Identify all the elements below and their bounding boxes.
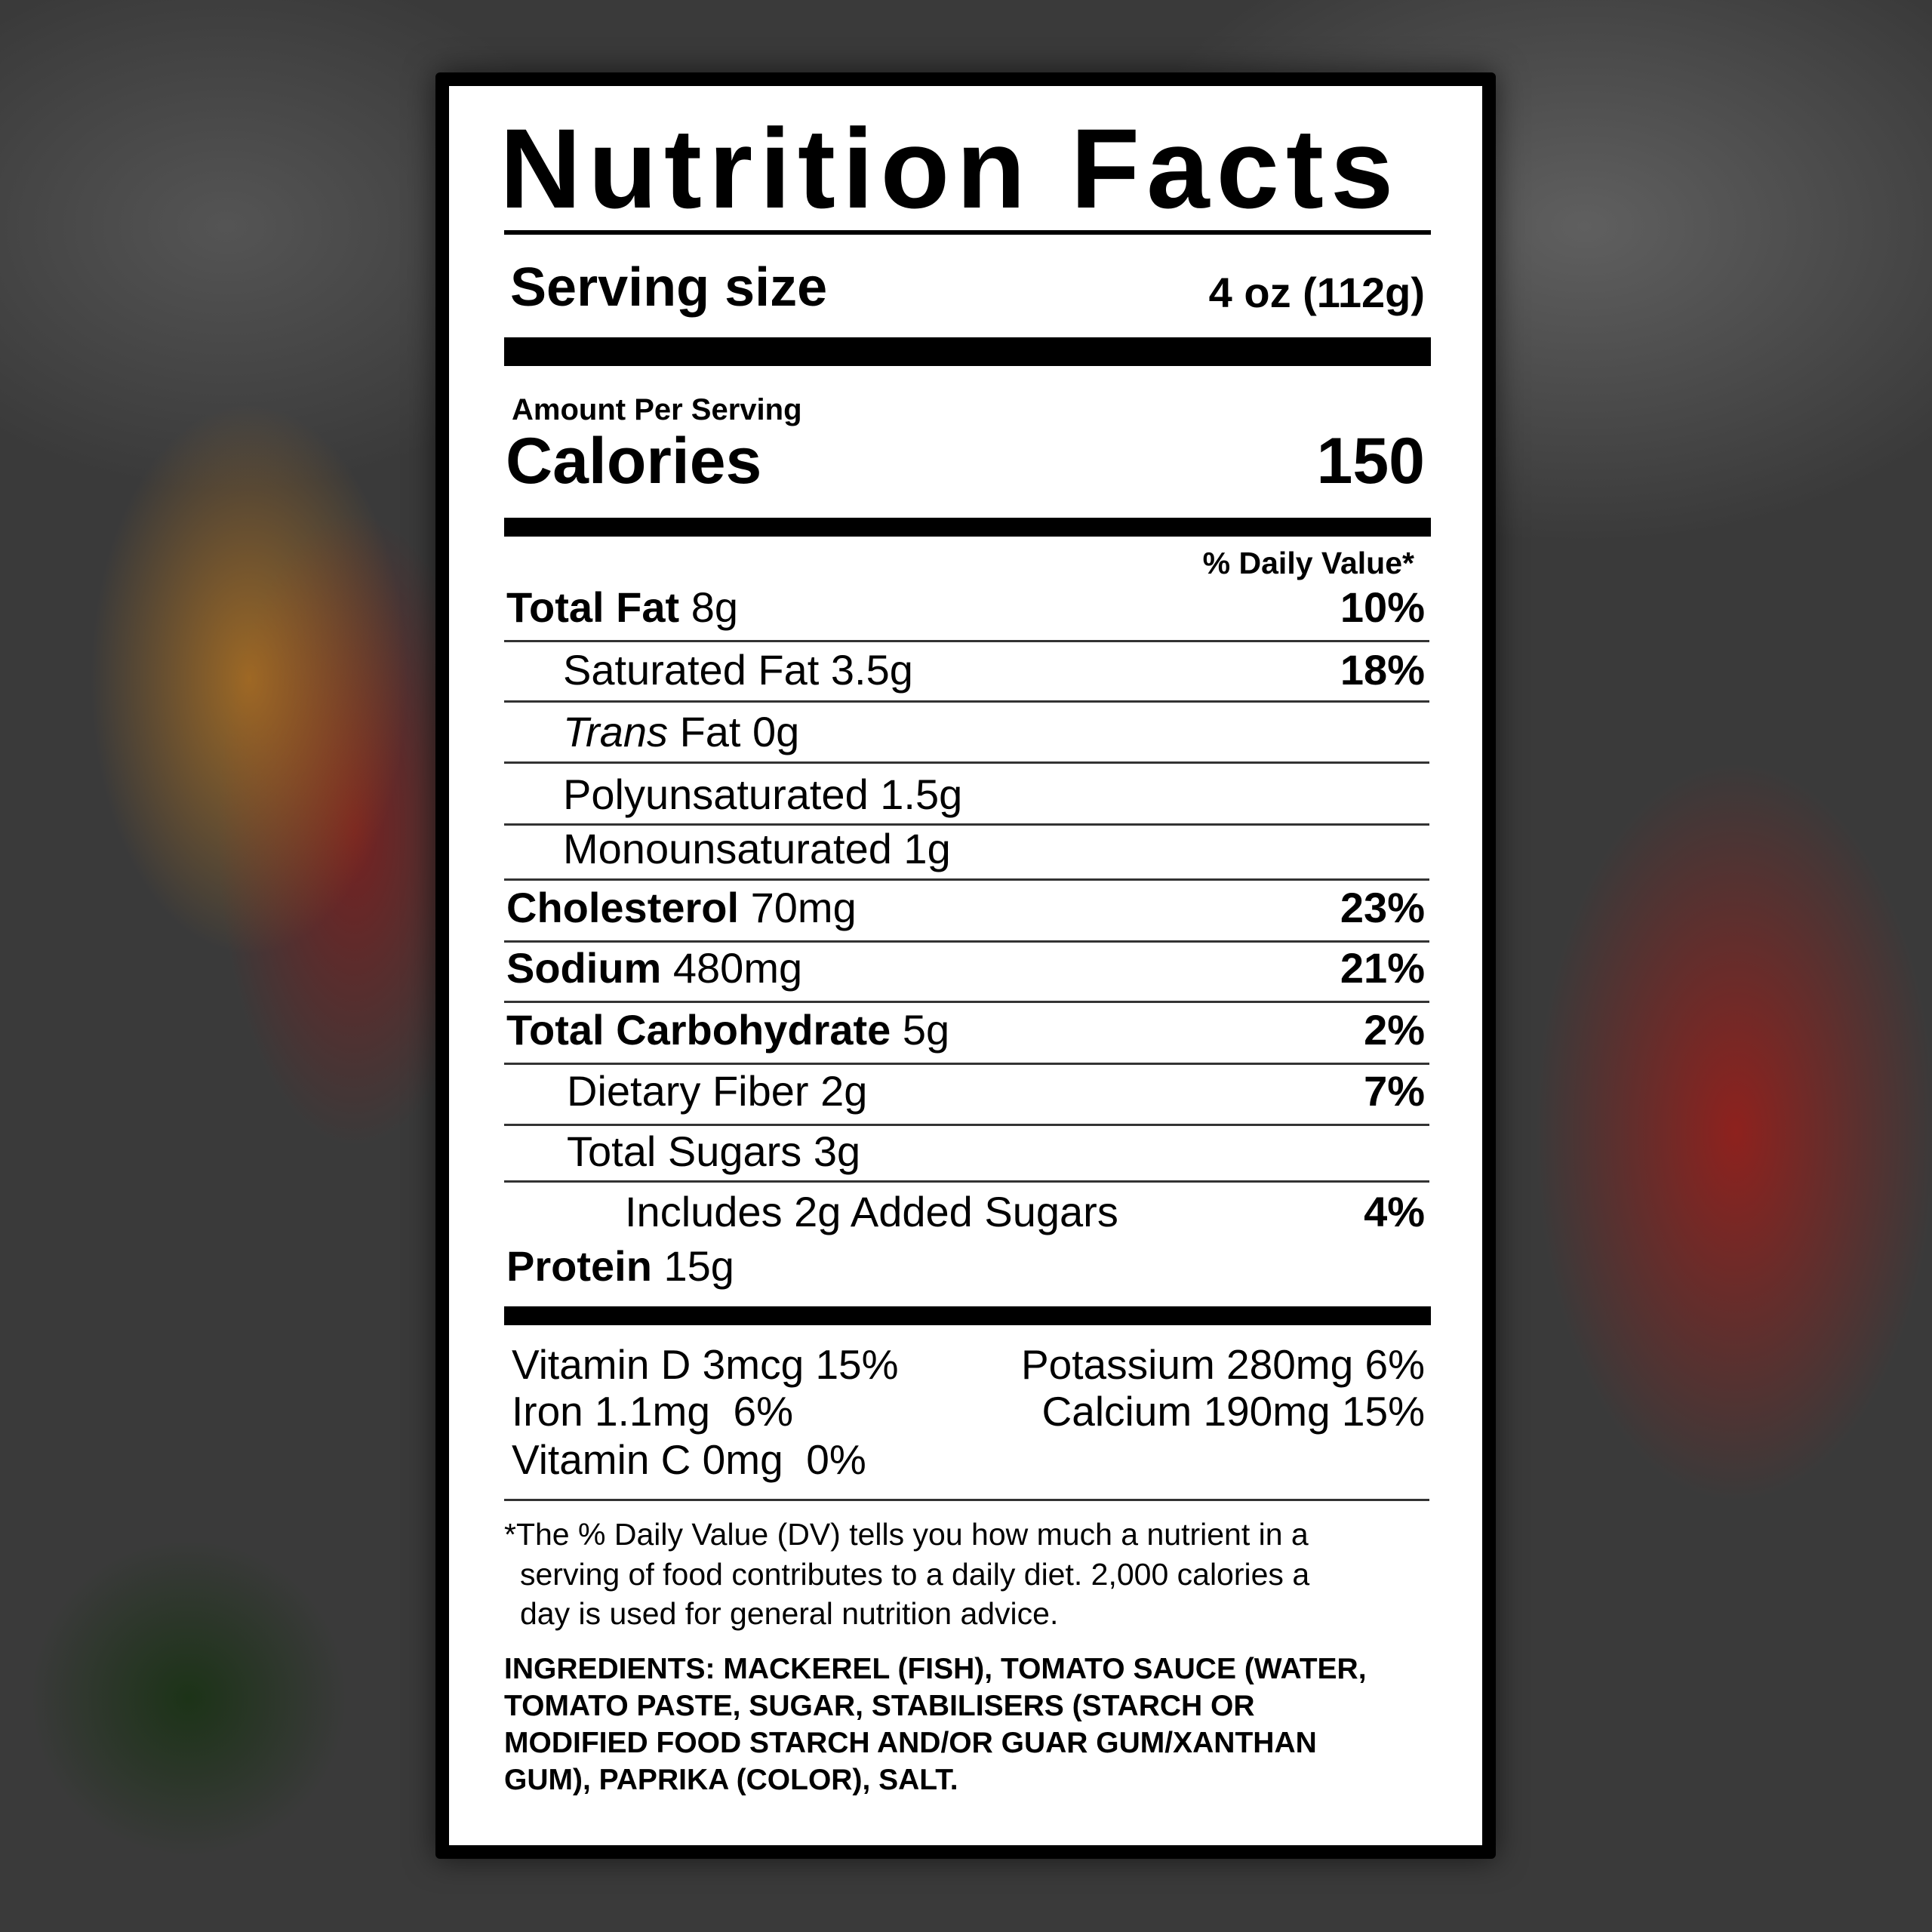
nutrient-row: Polyunsaturated 1.5g [563,774,962,816]
nutrient-row: Includes 2g Added Sugars [625,1191,1118,1233]
vitamin-right: Calcium 190mg 15% [1041,1388,1425,1435]
amount-per-serving: Amount Per Serving [512,393,802,426]
nutrient-amount: 70mg [750,884,857,931]
nutrient-daily-value: 21% [1340,944,1425,992]
row-divider [504,823,1429,826]
nutrient-name: Saturated Fat [563,646,820,694]
nutrient-row: Total Sugars 3g [567,1131,860,1173]
nutrient-name: Total Carbohydrate [506,1006,891,1054]
nutrient-row: Cholesterol 70mg [506,887,857,929]
calories-value: 150 [1316,425,1426,497]
nutrition-label [435,72,1496,1859]
row-divider [504,1180,1429,1183]
nutrient-amount: 2g [820,1067,868,1115]
serving-size-label: Serving size [510,257,828,318]
nutrient-name: Total Sugars [567,1128,802,1175]
nutrient-row: Protein 15g [506,1245,734,1287]
vitamin-left: Iron 1.1mg 6% [512,1388,793,1435]
row-divider [504,640,1429,642]
nutrient-name: Total Fat [506,583,680,631]
ingredients-line: GUM), PAPRIKA (COLOR), SALT. [504,1764,958,1796]
nutrient-daily-value: 18% [1340,646,1425,694]
nutrient-amount: 3.5g [830,646,913,694]
nutrient-amount: 1.5g [880,771,963,818]
nutrient-row: Trans Fat 0g [563,711,799,753]
calories-label: Calories [506,425,762,497]
nutrient-name: Includes 2g Added Sugars [625,1188,1118,1235]
row-divider [504,878,1429,881]
medium-rule [504,518,1431,537]
divider [504,1499,1429,1501]
vitamin-left: Vitamin C 0mg 0% [512,1436,866,1483]
footnote-line: serving of food contributes to a daily d… [520,1557,1310,1592]
nutrient-name: Monounsaturated [563,825,892,872]
nutrient-daily-value: 7% [1364,1067,1425,1115]
nutrient-name: Trans [563,708,668,755]
row-divider [504,1063,1429,1065]
nutrient-amount: 3g [813,1128,861,1175]
row-divider [504,1124,1429,1126]
row-divider [504,700,1429,703]
label-title: Nutrition Facts [500,105,1401,232]
nutrient-daily-value: 4% [1364,1188,1425,1235]
nutrient-row: Dietary Fiber 2g [567,1070,867,1112]
nutrient-amount: 5g [902,1006,950,1054]
ingredients-line: MODIFIED FOOD STARCH AND/OR GUAR GUM/XAN… [504,1727,1317,1759]
nutrient-row: Sodium 480mg [506,947,802,989]
row-divider [504,761,1429,764]
nutrient-row: Monounsaturated 1g [563,828,951,870]
nutrient-name: Protein [506,1242,652,1290]
nutrient-amount: Fat 0g [679,708,800,755]
thick-rule [504,337,1431,366]
medium-rule [504,1306,1431,1325]
footnote-line: *The % Daily Value (DV) tells you how mu… [504,1517,1309,1552]
nutrient-name: Polyunsaturated [563,771,869,818]
vitamin-left: Vitamin D 3mcg 15% [512,1341,899,1388]
nutrient-row: Saturated Fat 3.5g [563,649,913,691]
nutrient-daily-value: 2% [1364,1006,1425,1054]
daily-value-header: % Daily Value* [1202,546,1414,580]
nutrient-name: Cholesterol [506,884,740,931]
ingredients-line: TOMATO PASTE, SUGAR, STABILISERS (STARCH… [504,1690,1255,1722]
serving-size-value: 4 oz (112g) [1208,269,1425,316]
row-divider [504,1001,1429,1003]
footnote-line: day is used for general nutrition advice… [520,1596,1059,1631]
row-divider [504,940,1429,943]
nutrient-daily-value: 10% [1340,583,1425,631]
nutrient-amount: 15g [663,1242,734,1290]
nutrient-name: Sodium [506,944,662,992]
ingredients-line: INGREDIENTS: MACKEREL (FISH), TOMATO SAU… [504,1653,1367,1685]
nutrient-name: Dietary Fiber [567,1067,809,1115]
nutrient-amount: 1g [903,825,951,872]
title-rule [504,230,1431,235]
nutrient-row: Total Fat 8g [506,586,738,629]
nutrient-daily-value: 23% [1340,884,1425,931]
nutrient-amount: 8g [691,583,739,631]
vitamin-right: Potassium 280mg 6% [1021,1341,1425,1388]
nutrient-row: Total Carbohydrate 5g [506,1009,949,1051]
nutrient-amount: 480mg [672,944,803,992]
